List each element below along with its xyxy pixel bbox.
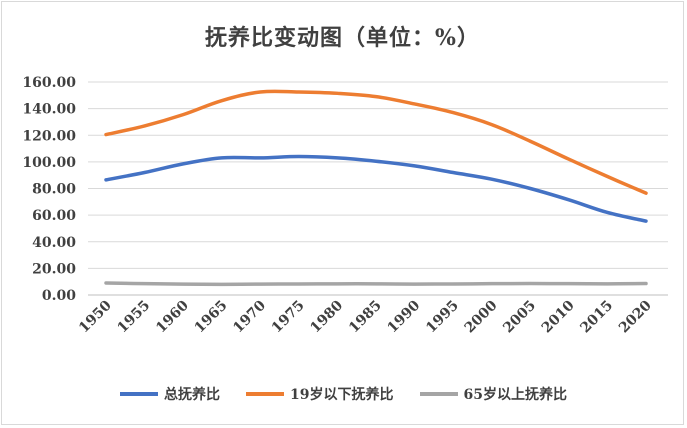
x-tick-label: 2005 [500, 298, 539, 337]
x-tick-label: 1960 [153, 297, 192, 336]
x-tick-label: 1975 [269, 298, 308, 337]
y-tick-label: 160.00 [22, 75, 76, 91]
legend-item: 65岁以上抚养比 [419, 384, 567, 404]
y-tick-label: 140.00 [22, 102, 76, 118]
legend-swatch [120, 392, 159, 396]
y-tick-label: 120.00 [22, 128, 76, 144]
series-line-0 [104, 154, 648, 223]
legend-item: 总抚养比 [120, 384, 220, 404]
y-tick-label: 0.00 [42, 288, 76, 304]
x-tick-label: 1990 [385, 297, 424, 336]
y-tick-label: 60.00 [32, 208, 76, 224]
series-line-2 [104, 281, 648, 287]
legend-swatch [419, 392, 458, 396]
x-tick-label: 2010 [539, 297, 578, 336]
x-tick-label: 1985 [346, 298, 385, 337]
x-tick-label: 1995 [423, 298, 462, 337]
series-line-1 [104, 89, 648, 195]
legend-swatch [246, 392, 285, 396]
x-tick-label: 2000 [462, 297, 501, 336]
y-tick-label: 40.00 [32, 235, 76, 251]
legend-label: 总抚养比 [164, 387, 221, 403]
x-tick-label: 2020 [616, 297, 655, 336]
legend-label: 65岁以上抚养比 [463, 387, 567, 403]
y-tick-label: 20.00 [32, 261, 76, 277]
x-tick-label: 1955 [115, 298, 154, 337]
legend-item: 19岁以下抚养比 [246, 384, 394, 404]
y-tick-label: 80.00 [32, 182, 76, 198]
legend-label: 19岁以下抚养比 [290, 387, 394, 403]
y-tick-label: 100.00 [22, 155, 76, 171]
x-tick-label: 1970 [230, 297, 269, 336]
chart-legend: 总抚养比 19岁以下抚养比 65岁以上抚养比 [0, 384, 687, 404]
x-tick-label: 1980 [307, 297, 346, 336]
chart-title: 抚养比变动图（单位：%） [205, 25, 480, 51]
x-tick-label: 1965 [192, 298, 231, 337]
x-tick-label: 1950 [76, 297, 115, 336]
x-tick-label: 2015 [577, 298, 616, 337]
